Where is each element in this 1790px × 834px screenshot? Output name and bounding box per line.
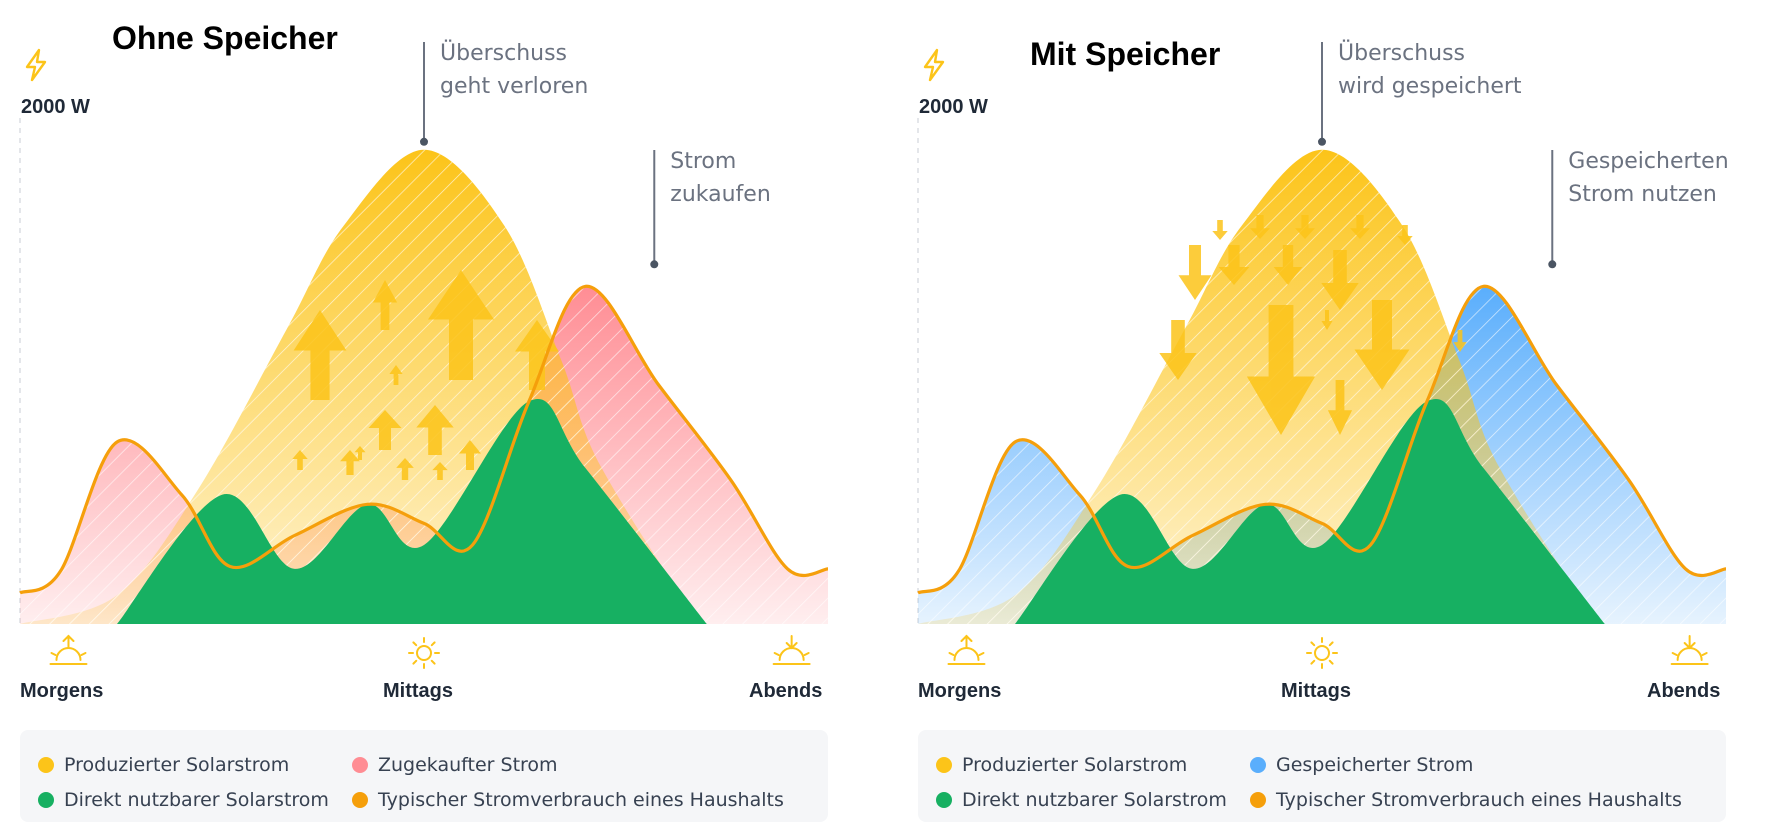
legend-item-solar: Produzierter Solarstrom [936, 754, 1187, 776]
surplus-arrow-up [428, 270, 494, 380]
annotation-text: geht verloren [440, 74, 588, 99]
area-direct-solar [116, 398, 707, 624]
legend-dot [352, 757, 368, 773]
surplus-arrow-down [1218, 245, 1250, 285]
legend-dot [936, 757, 952, 773]
surplus-arrow-up [459, 440, 481, 470]
annotation-text: wird gespeichert [1338, 74, 1522, 99]
area-direct-solar [1014, 398, 1605, 624]
surplus-arrow-down [1246, 305, 1316, 435]
legend-item-direct: Direkt nutzbarer Solarstrom [38, 789, 329, 811]
surplus-arrow-up [293, 310, 347, 400]
surplus-arrow-down [1354, 300, 1410, 390]
surplus-arrow-up [354, 446, 366, 460]
legend-dot [38, 757, 54, 773]
legend-item-consumption: Typischer Stromverbrauch eines Haushalts [1250, 789, 1682, 811]
legend-label: Typischer Stromverbrauch eines Haushalts [378, 789, 784, 811]
surplus-arrow-up [396, 458, 414, 480]
annotation-dot [420, 137, 428, 146]
annotation-text: Überschuss [1338, 40, 1465, 66]
legend-item-consumption: Typischer Stromverbrauch eines Haushalts [352, 789, 784, 811]
annotation-dot [1318, 137, 1326, 146]
x-label-morgens: Morgens [918, 680, 1002, 702]
sun-icon [408, 637, 440, 669]
sunrise-icon [49, 634, 88, 665]
surplus-arrow-down [1327, 380, 1353, 435]
lightning-icon [923, 48, 945, 82]
sunrise-icon [947, 634, 986, 665]
surplus-arrow-down [1250, 215, 1270, 239]
annotation-text: Strom nutzen [1568, 182, 1717, 207]
sunset-icon [772, 635, 811, 665]
surplus-arrow-down [1321, 250, 1359, 310]
legend-label: Produzierter Solarstrom [64, 754, 290, 776]
area-chart: Überschuss geht verloren Strom zukaufen [19, 40, 829, 669]
area-chart: Überschuss wird gespeichert Gespeicherten S… [917, 40, 1729, 669]
annotation-text: Überschuss [440, 40, 567, 66]
chart-title: Ohne Speicher [112, 20, 338, 56]
surplus-arrow-up [432, 462, 448, 480]
legend-label: Typischer Stromverbrauch eines Haushalts [1276, 789, 1682, 811]
sun-icon [1306, 637, 1338, 669]
line-consumption [19, 284, 829, 595]
annotation-dot [1548, 260, 1557, 269]
surplus-arrow-down [1178, 245, 1212, 300]
x-label-morgens: Morgens [20, 680, 104, 702]
sunset-icon [1670, 635, 1709, 665]
surplus-arrow-up [372, 280, 398, 330]
lightning-icon [25, 48, 47, 82]
chart-panel-ohne-speicher: Ohne Speicher 2000 W Überschuss geht verl… [0, 0, 860, 834]
surplus-arrow-down [1295, 215, 1315, 239]
surplus-arrow-up [368, 410, 402, 450]
y-max-label: 2000 W [919, 96, 988, 118]
surplus-arrow-up [515, 320, 559, 390]
surplus-arrow-down [1212, 220, 1228, 240]
chart-title: Mit Speicher [1030, 36, 1221, 72]
x-label-abends: Abends [749, 680, 823, 702]
surplus-arrow-up [292, 450, 308, 470]
legend: Produzierter Solarstrom Gespeicherter St… [918, 730, 1726, 822]
chart-panel-mit-speicher: Mit Speicher 2000 W Überschuss wird gespe… [898, 0, 1758, 834]
legend-item-solar: Produzierter Solarstrom [38, 754, 289, 776]
surplus-arrow-down [1397, 225, 1413, 245]
surplus-arrow-up [389, 365, 403, 385]
legend-label: Gespeicherter Strom [1276, 754, 1474, 776]
x-label-mittags: Mittags [383, 680, 453, 702]
legend-dot [38, 792, 54, 808]
surplus-arrow-down [1350, 215, 1370, 239]
x-label-abends: Abends [1647, 680, 1721, 702]
legend-label: Direkt nutzbarer Solarstrom [64, 789, 329, 811]
surplus-arrow-down [1321, 310, 1333, 330]
legend-dot [1250, 792, 1266, 808]
surplus-arrow-up [340, 450, 360, 475]
legend-item-direct: Direkt nutzbarer Solarstrom [936, 789, 1227, 811]
surplus-arrow-down [1273, 245, 1303, 285]
y-max-label: 2000 W [21, 96, 90, 118]
surplus-arrow-up [416, 405, 454, 455]
surplus-arrow-down [1159, 320, 1197, 380]
surplus-arrows [1159, 215, 1467, 435]
annotation-dot [650, 260, 659, 269]
legend-label: Zugekaufter Strom [378, 754, 558, 776]
line-consumption [917, 284, 1727, 595]
legend-item-stored: Gespeicherter Strom [1250, 754, 1473, 776]
legend-label: Produzierter Solarstrom [962, 754, 1188, 776]
legend-dot [352, 792, 368, 808]
legend-dot [1250, 757, 1266, 773]
legend-label: Direkt nutzbarer Solarstrom [962, 789, 1227, 811]
x-label-mittags: Mittags [1281, 680, 1351, 702]
legend: Produzierter Solarstrom Zugekaufter Stro… [20, 730, 828, 822]
legend-dot [936, 792, 952, 808]
annotation-text: Strom [670, 149, 736, 174]
surplus-arrow-down [1453, 330, 1467, 352]
legend-item-bought: Zugekaufter Strom [352, 754, 558, 776]
annotation-text: zukaufen [670, 182, 771, 207]
annotation-text: Gespeicherten [1568, 149, 1728, 174]
